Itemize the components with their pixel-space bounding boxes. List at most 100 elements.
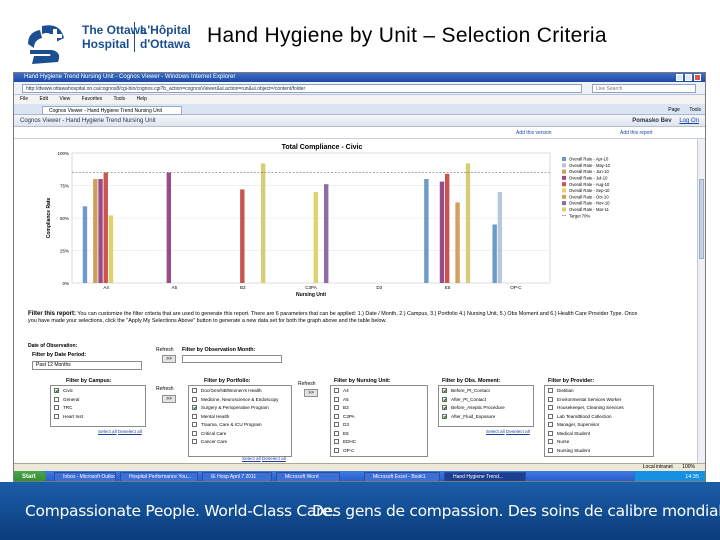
campus-checkbox[interactable] <box>54 405 59 411</box>
unit-option[interactable]: C3PA <box>334 414 355 420</box>
provider-checkbox[interactable] <box>548 422 553 428</box>
unit-option[interactable]: A4 <box>334 388 349 394</box>
moment-checkbox[interactable] <box>442 396 447 402</box>
task-word[interactable]: Microsoft Word <box>276 472 340 481</box>
portfolio-deselect-all-link[interactable]: Deselect all <box>262 456 286 461</box>
moment-option[interactable]: Before_Aseptic Procedure <box>442 405 505 411</box>
vertical-scrollbar[interactable] <box>697 139 705 463</box>
portfolio-option[interactable]: Cancer Care <box>192 439 227 445</box>
provider-checkbox[interactable] <box>548 413 553 419</box>
start-button[interactable]: Start <box>14 471 46 481</box>
portfolio-option[interactable]: Trauma, Care & ICU Program <box>192 422 262 428</box>
unit-option[interactable]: B3 <box>334 405 349 411</box>
portfolio-option[interactable]: Surgery & Perioperative Program <box>192 405 269 411</box>
unit-option[interactable]: EDHC <box>334 439 356 445</box>
provider-checkbox[interactable] <box>548 430 553 436</box>
portfolio-select-all-link[interactable]: Select all <box>242 456 261 461</box>
date-arrow-button[interactable]: >> <box>162 355 176 363</box>
portfolio-arrow-button[interactable]: >> <box>162 395 176 403</box>
menu-view[interactable]: View <box>59 96 71 102</box>
unit-checkbox[interactable] <box>334 388 339 394</box>
portfolio-checkbox[interactable] <box>192 422 197 428</box>
campus-option[interactable]: Civic <box>54 388 73 394</box>
menu-tools[interactable]: Tools <box>113 96 126 102</box>
tab-cognos-viewer[interactable]: Cognos Viewer - Hand Hygiene Trend Nursi… <box>42 106 182 115</box>
maximize-button[interactable] <box>685 74 692 81</box>
zoom-level[interactable]: 100% <box>682 464 695 470</box>
observation-month-input[interactable] <box>182 355 282 363</box>
portfolio-option[interactable]: Medicine, Neuroscience & Endoscopy <box>192 397 278 403</box>
portfolio-checkbox[interactable] <box>192 413 197 419</box>
task-hand-hygiene[interactable]: Hand Hygiene Trend... <box>444 472 526 481</box>
moment-option[interactable]: After_Fluid_Exposure <box>442 414 495 420</box>
search-input[interactable]: Live Search <box>592 84 696 93</box>
menu-favorites[interactable]: Favorites <box>81 96 103 102</box>
log-on-link[interactable]: Log On <box>679 118 699 124</box>
provider-option[interactable]: Manager, Supervisor <box>548 422 599 428</box>
unit-checkbox[interactable] <box>334 447 339 453</box>
provider-checkbox[interactable] <box>548 405 553 411</box>
campus-option[interactable]: TRC <box>54 405 72 411</box>
menu-file[interactable]: File <box>20 96 29 102</box>
portfolio-option[interactable]: Critical Care <box>192 431 226 437</box>
portfolio-checkbox[interactable] <box>192 388 197 394</box>
provider-option[interactable]: Dietitian <box>548 388 574 394</box>
menu-edit[interactable]: Edit <box>39 96 49 102</box>
unit-checkbox[interactable] <box>334 439 339 445</box>
portfolio-option[interactable]: Doc/Gen/NB/Women's Health <box>192 388 262 394</box>
unit-checkbox[interactable] <box>334 430 339 436</box>
campus-deselect-all-link[interactable]: Deselect all <box>118 429 142 434</box>
provider-option[interactable]: Nurse <box>548 439 569 445</box>
provider-checkbox[interactable] <box>548 388 553 394</box>
moment-checkbox[interactable] <box>442 405 447 411</box>
task-excel[interactable]: Microsoft Excel - Book1 <box>364 472 440 481</box>
provider-checkbox[interactable] <box>548 447 553 453</box>
unit-checkbox[interactable] <box>334 405 339 411</box>
campus-checkbox[interactable] <box>54 396 59 402</box>
moment-option[interactable]: After_Pt_Contact <box>442 397 486 403</box>
unit-option[interactable]: OP-C <box>334 448 354 454</box>
campus-option[interactable]: General <box>54 397 79 403</box>
portfolio-option[interactable]: Mental Health <box>192 414 229 420</box>
unit-checkbox[interactable] <box>334 413 339 419</box>
campus-checkbox[interactable] <box>54 388 59 394</box>
provider-option[interactable]: Nursing Student <box>548 448 590 454</box>
moment-checkbox[interactable] <box>442 388 447 394</box>
unit-checkbox[interactable] <box>334 422 339 428</box>
address-input[interactable]: http://dwww.ottawahospital.on.ca/cognos8… <box>22 84 582 93</box>
provider-checkbox[interactable] <box>548 439 553 445</box>
moment-checkbox[interactable] <box>442 413 447 419</box>
close-button[interactable] <box>694 74 701 81</box>
minimize-button[interactable] <box>676 74 683 81</box>
provider-option[interactable]: Lab Team/Blood Collection <box>548 414 612 420</box>
provider-option[interactable]: Environmental Services Worker <box>548 397 621 403</box>
unit-checkbox[interactable] <box>334 396 339 402</box>
task-outlook[interactable]: Inbox - Microsoft Outlook <box>54 472 116 481</box>
campus-option[interactable]: Heart Inst <box>54 414 83 420</box>
provider-checkbox[interactable] <box>548 396 553 402</box>
campus-checkbox[interactable] <box>54 413 59 419</box>
unit-option[interactable]: A5 <box>334 397 349 403</box>
portfolio-checkbox[interactable] <box>192 439 197 445</box>
unit-option[interactable]: E5 <box>334 431 349 437</box>
add-this-report-link[interactable]: Add this report <box>620 130 653 136</box>
unit-option[interactable]: D3 <box>334 422 349 428</box>
campus-select-all-link[interactable]: Select all <box>98 429 117 434</box>
portfolio-checkbox[interactable] <box>192 405 197 411</box>
task-ie-hosp[interactable]: IE Hosp April 7 2011 <box>202 472 272 481</box>
moment-select-all-link[interactable]: Select all <box>486 429 505 434</box>
menu-help[interactable]: Help <box>136 96 147 102</box>
unit-arrow-button[interactable]: >> <box>304 389 318 397</box>
date-period-select[interactable]: Past 12 Months <box>32 361 142 370</box>
tools-menu-button[interactable]: Tools <box>689 107 701 113</box>
page-menu-button[interactable]: Page <box>668 107 680 113</box>
task-hospital-performance[interactable]: Hospital Performance You... <box>120 472 198 481</box>
portfolio-checkbox[interactable] <box>192 430 197 436</box>
portfolio-checkbox[interactable] <box>192 396 197 402</box>
provider-option[interactable]: Housekeeper, Cleaning Services <box>548 405 624 411</box>
moment-option[interactable]: Before_Pt_Contact <box>442 388 490 394</box>
scrollbar-thumb[interactable] <box>699 179 704 259</box>
add-this-version-link[interactable]: Add this version <box>516 130 552 136</box>
provider-option[interactable]: Medical Student <box>548 431 590 437</box>
moment-deselect-all-link[interactable]: Deselect all <box>506 429 530 434</box>
